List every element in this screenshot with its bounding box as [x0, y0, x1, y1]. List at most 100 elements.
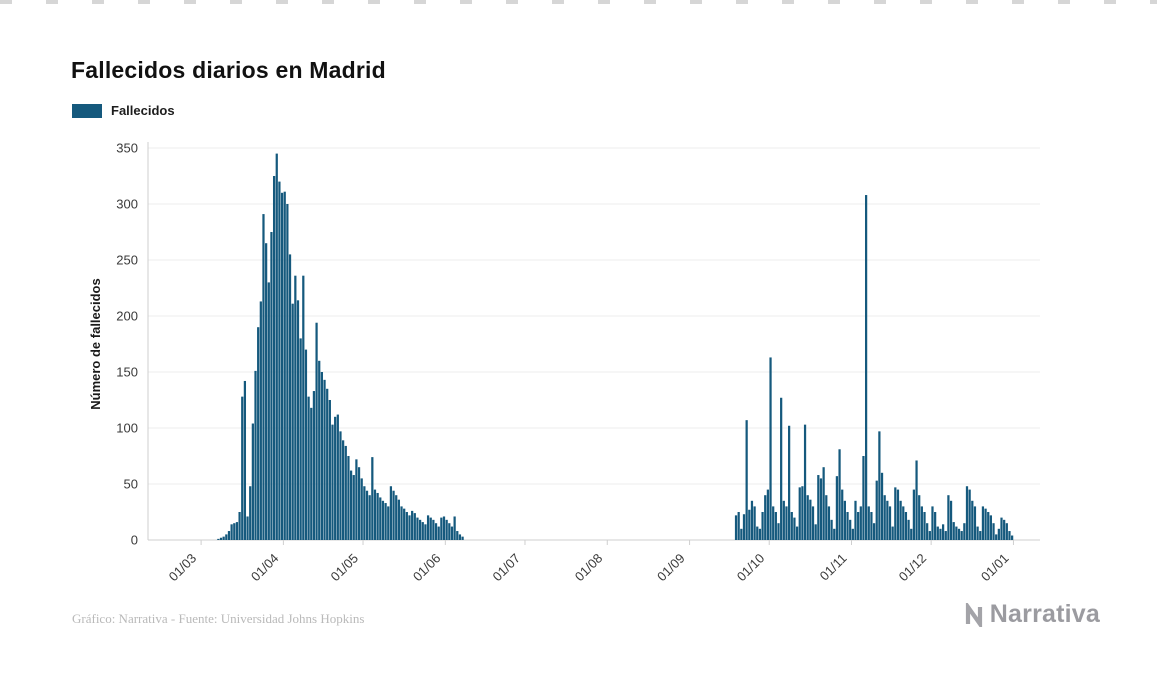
bar: [389, 486, 393, 540]
legend-label: Fallecidos: [111, 103, 175, 118]
bar: [280, 192, 284, 541]
bar: [249, 486, 252, 540]
x-tick-label: 01/05: [328, 551, 362, 585]
bar: [235, 522, 239, 540]
bar: [416, 517, 419, 540]
bar: [381, 500, 385, 540]
bar: [984, 508, 987, 540]
source-credit: Gráfico: Narrativa - Fuente: Universidad…: [72, 611, 365, 626]
bar: [1005, 523, 1008, 540]
x-tick-label: 01/12: [896, 551, 930, 585]
bar: [753, 506, 756, 540]
bar: [283, 191, 286, 540]
bar: [774, 512, 777, 540]
bar: [227, 531, 231, 540]
bar: [838, 449, 841, 540]
bar: [896, 489, 900, 540]
x-tick-label: 01/08: [572, 551, 606, 585]
bar: [357, 467, 361, 540]
bar: [432, 519, 435, 540]
bar: [822, 467, 825, 540]
bar: [241, 396, 244, 540]
bar: [761, 512, 764, 540]
bar: [315, 322, 318, 540]
bar: [413, 513, 416, 540]
bar: [992, 523, 995, 540]
bar: [955, 526, 958, 540]
x-tick-label: 01/09: [654, 551, 688, 585]
bar: [424, 524, 427, 540]
bar: [265, 243, 268, 540]
bar: [392, 490, 395, 540]
x-tick-label: 01/10: [734, 551, 768, 585]
bar: [745, 420, 748, 540]
bar: [257, 327, 260, 540]
bar: [395, 495, 398, 540]
bar: [758, 528, 762, 540]
bar: [302, 275, 305, 540]
bar: [368, 495, 371, 540]
bar: [907, 519, 910, 540]
bar: [963, 523, 966, 540]
bar: [230, 524, 233, 540]
bar: [373, 489, 377, 540]
bar: [811, 506, 815, 540]
bar: [405, 512, 408, 540]
y-axis-title: Número de fallecidos: [88, 278, 103, 409]
bar: [782, 500, 785, 540]
bar: [331, 424, 334, 540]
bar: [825, 495, 828, 540]
bar: [408, 515, 411, 540]
y-tick-label: 200: [116, 309, 138, 324]
bar: [233, 523, 236, 540]
bar: [851, 528, 854, 540]
bar: [272, 176, 276, 540]
bar: [344, 445, 347, 540]
x-tick-label: 01/03: [166, 551, 200, 585]
bar: [968, 489, 971, 540]
bar: [915, 460, 918, 540]
legend-swatch: [72, 103, 102, 118]
y-tick-label: 150: [116, 365, 138, 380]
bar: [360, 478, 363, 540]
bar: [870, 512, 873, 540]
bar: [795, 526, 799, 540]
y-tick-label: 250: [116, 253, 138, 268]
bar: [756, 526, 759, 540]
bar: [296, 300, 300, 540]
bar: [347, 456, 350, 540]
bar: [857, 512, 860, 540]
bar: [740, 528, 743, 540]
bar: [270, 232, 273, 540]
bar: [976, 526, 979, 540]
bar: [886, 500, 889, 540]
bar: [819, 478, 823, 540]
bar: [387, 506, 390, 540]
bar: [835, 476, 839, 540]
bar: [326, 388, 329, 540]
bar-chart-svg: 0 50 100 150 200 250 300 350 01/03 01/04 01/05 01/0…: [88, 141, 1040, 585]
page-title: Fallecidos diarios en Madrid: [71, 57, 386, 84]
bar: [371, 457, 374, 540]
bar: [259, 301, 262, 540]
bar: [376, 492, 379, 540]
bar: [384, 503, 387, 540]
bar: [456, 531, 459, 540]
bar: [904, 512, 908, 540]
chart-legend: Fallecidos: [72, 103, 175, 118]
bar: [238, 512, 241, 540]
bar: [418, 519, 422, 540]
bar: [902, 506, 905, 540]
bar: [278, 181, 281, 540]
bar: [965, 486, 969, 540]
brand-text: Narrativa: [989, 600, 1100, 628]
bar: [769, 357, 772, 540]
bar: [952, 522, 955, 540]
bar: [246, 516, 249, 540]
bar: [987, 512, 990, 540]
bar: [960, 531, 963, 540]
bar: [891, 526, 894, 540]
bar: [793, 517, 796, 540]
bar: [827, 506, 831, 540]
x-tick-label: 01/07: [489, 551, 523, 585]
